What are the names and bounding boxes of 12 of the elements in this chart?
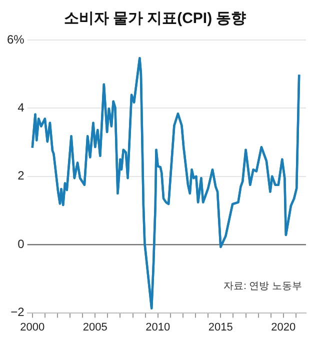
annotation: 자료: 연방 노동부 [224, 280, 302, 292]
y-tick-label: 6% [7, 32, 25, 46]
y-tick-label: 2 [18, 168, 25, 183]
y-tick-label: −2 [10, 305, 25, 320]
x-tick-label: 2000 [20, 321, 45, 334]
x-tick-label: 2005 [82, 321, 108, 334]
chart-title: 소비자 물가 지표(CPI) 동향 [64, 10, 246, 28]
x-tick-label: 2020 [271, 321, 296, 334]
x-tick-label: 2015 [208, 321, 233, 334]
y-tick-label: 0 [18, 236, 25, 251]
x-tick-label: 2010 [146, 321, 170, 334]
y-tick-label: 4 [18, 100, 25, 115]
